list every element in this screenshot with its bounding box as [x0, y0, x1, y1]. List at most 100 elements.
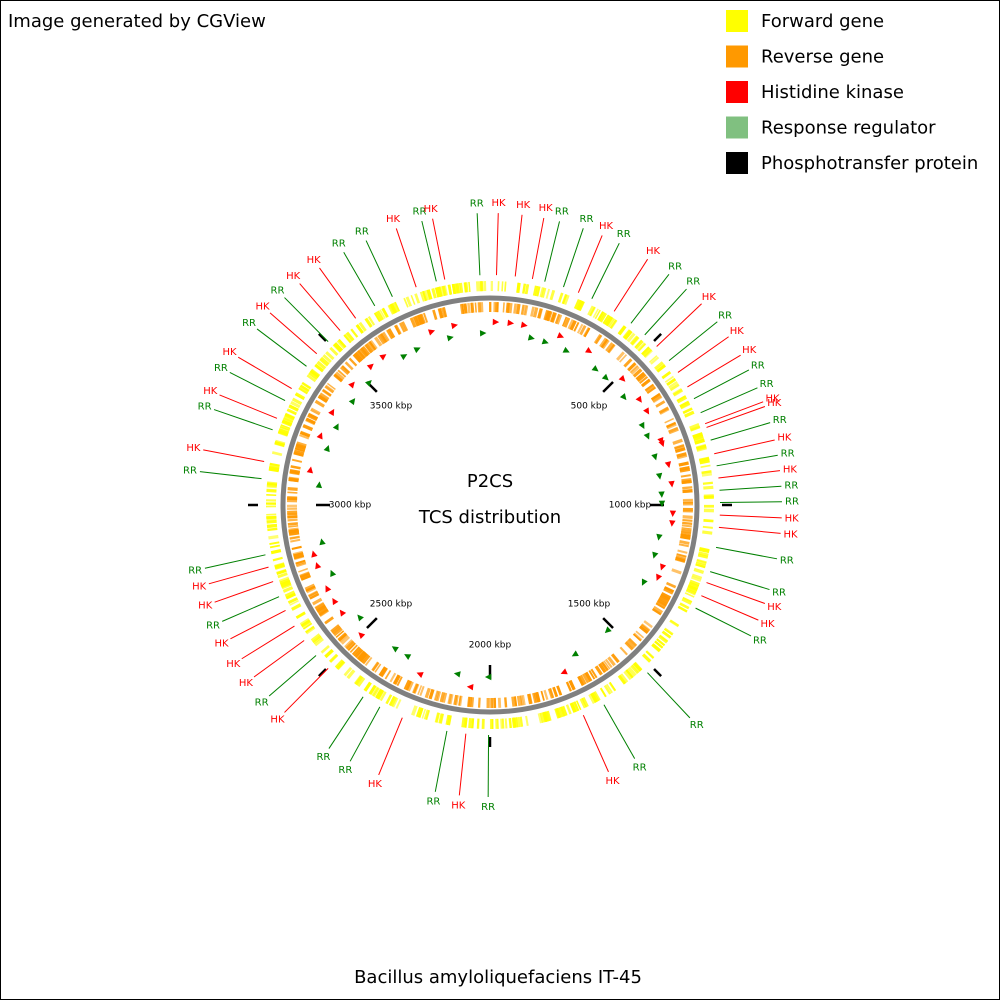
gene-rings [265, 280, 715, 730]
gene-stripe [597, 311, 605, 321]
gene-stripe [266, 523, 278, 529]
gene-stripe [508, 717, 512, 729]
gene-stripe [361, 654, 371, 665]
feature-label: RR [198, 401, 212, 412]
gene-stripe [289, 404, 299, 411]
gene-stripe [425, 709, 431, 721]
legend-swatch [726, 116, 748, 139]
gene-stripe [447, 693, 453, 705]
gene-stripe [274, 440, 285, 447]
gene-stripe [468, 281, 471, 293]
gene-stripe [468, 717, 472, 729]
feature-line [203, 449, 265, 463]
gene-stripe [281, 419, 293, 427]
feature-marker [618, 374, 626, 382]
gene-stripe [576, 300, 584, 311]
gene-stripe [522, 283, 527, 294]
feature-line [268, 655, 317, 697]
feature-marker [404, 654, 412, 660]
gene-stripe [664, 375, 674, 383]
gene-stripe [299, 434, 310, 440]
legend-label: Response regulator [761, 118, 936, 139]
feature-marker [366, 363, 374, 371]
gene-stripe [693, 567, 705, 575]
feature-label: HK [386, 214, 401, 225]
gene-stripe [280, 424, 291, 430]
feature-marker [319, 538, 326, 546]
gene-stripe [282, 586, 294, 593]
gene-stripe [284, 413, 295, 420]
gene-stripe [516, 282, 521, 294]
gene-stripe [590, 668, 598, 679]
gene-stripe [602, 314, 611, 325]
gene-stripe [689, 579, 700, 587]
feature-marker [658, 500, 666, 508]
gene-stripe [379, 309, 386, 319]
feature-marker [311, 550, 318, 558]
gene-stripe [467, 696, 471, 707]
gene-stripe [326, 382, 336, 391]
gene-stripe [661, 370, 672, 380]
gene-stripe [682, 407, 693, 414]
feature-marker [669, 510, 677, 518]
gene-stripe [299, 431, 311, 438]
feature-marker [591, 365, 599, 372]
feature-line [219, 394, 278, 419]
gene-stripe [545, 288, 551, 299]
feature-line [603, 704, 636, 759]
gene-stripe [590, 692, 598, 703]
gene-stripe [266, 482, 278, 486]
gene-stripe [537, 712, 543, 724]
gene-stripe [632, 368, 643, 378]
gene-stripe [311, 407, 321, 414]
gene-stripe [500, 718, 504, 729]
gene-stripe [651, 394, 662, 403]
feature-marker [466, 684, 474, 691]
gene-stripe [654, 640, 664, 649]
gene-stripe [338, 632, 347, 641]
feature-line [208, 566, 269, 585]
gene-stripe [281, 583, 292, 590]
gene-stripe [548, 688, 555, 699]
gene-stripe [677, 455, 688, 460]
gene-stripe [426, 289, 433, 300]
gene-stripe [442, 692, 448, 703]
gene-stripe [616, 351, 625, 361]
feature-marker [323, 444, 330, 453]
gene-stripe [330, 624, 341, 633]
feature-marker [619, 393, 627, 401]
gene-stripe [677, 549, 688, 554]
feature-marker [541, 338, 549, 345]
gene-stripe [669, 383, 680, 392]
gene-stripe [324, 616, 334, 625]
feature-marker [660, 563, 667, 571]
gene-stripe [279, 578, 290, 585]
gene-stripe [415, 706, 421, 717]
gene-stripe [375, 311, 383, 321]
feature-line [199, 471, 262, 480]
gene-stripe [286, 408, 297, 415]
gene-stripe [445, 714, 450, 725]
gene-stripe [559, 706, 565, 717]
gene-stripe [512, 717, 517, 728]
feature-label: RR [784, 481, 798, 492]
gene-stripe [414, 293, 421, 304]
feature-line [647, 672, 691, 719]
gene-stripe [353, 648, 363, 658]
gene-stripe [308, 371, 319, 381]
gene-stripe [357, 349, 366, 359]
feature-label: HK [226, 659, 241, 670]
gene-stripe [310, 408, 321, 416]
feature-label: HK [215, 638, 230, 649]
feature-line [496, 213, 499, 276]
gene-stripe [546, 310, 552, 322]
gene-stripe [405, 296, 413, 307]
feature-label: RR [751, 360, 765, 371]
feature-label: RR [413, 206, 427, 217]
gene-stripe [475, 281, 480, 292]
gene-stripe [703, 519, 714, 523]
gene-stripe [665, 581, 677, 589]
gene-stripe [573, 298, 581, 310]
gene-stripe [458, 695, 462, 706]
